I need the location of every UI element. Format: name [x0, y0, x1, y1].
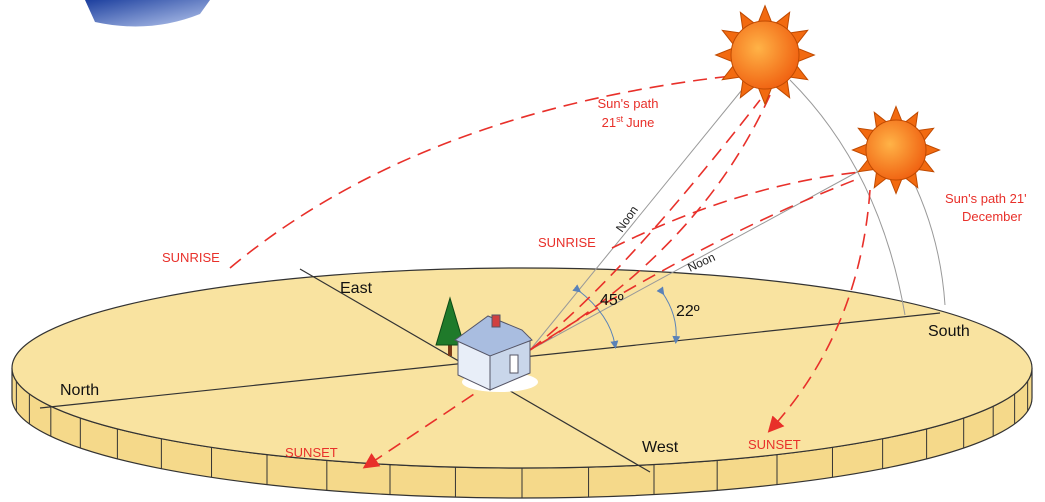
direction-label: South: [928, 323, 970, 340]
december-path-label: Sun's path 21': [945, 191, 1027, 206]
suns: [716, 6, 940, 194]
december-sunrise-path: [612, 172, 860, 248]
direction-label: East: [340, 280, 373, 297]
june-sunrise-path: [230, 75, 740, 268]
sun: [731, 21, 799, 89]
sunrise-label: SUNRISE: [162, 250, 220, 265]
day: 21: [602, 115, 616, 130]
panel-fragment: [85, 0, 210, 27]
sun-path-diagram: SUNRISE SUNRISE SUNSET SUNSET Sun's path…: [0, 0, 1045, 502]
suffix: st: [616, 114, 624, 124]
angle-label: 22º: [676, 303, 700, 320]
sunset-label: SUNSET: [748, 437, 801, 452]
sun: [866, 120, 926, 180]
noon-label: Noon: [685, 250, 717, 275]
december-path-month: December: [962, 209, 1023, 224]
month: June: [626, 115, 654, 130]
elevation-arc-december: [905, 165, 945, 305]
chimney: [492, 315, 500, 327]
angle-label: 45º: [600, 292, 624, 309]
door: [510, 355, 518, 373]
elevation-arc-june: [790, 80, 905, 315]
sunset-label: SUNSET: [285, 445, 338, 460]
direction-label: West: [642, 439, 679, 456]
direction-label: North: [60, 382, 99, 399]
june-path-label: Sun's path: [597, 96, 658, 111]
sunrise-label: SUNRISE: [538, 235, 596, 250]
